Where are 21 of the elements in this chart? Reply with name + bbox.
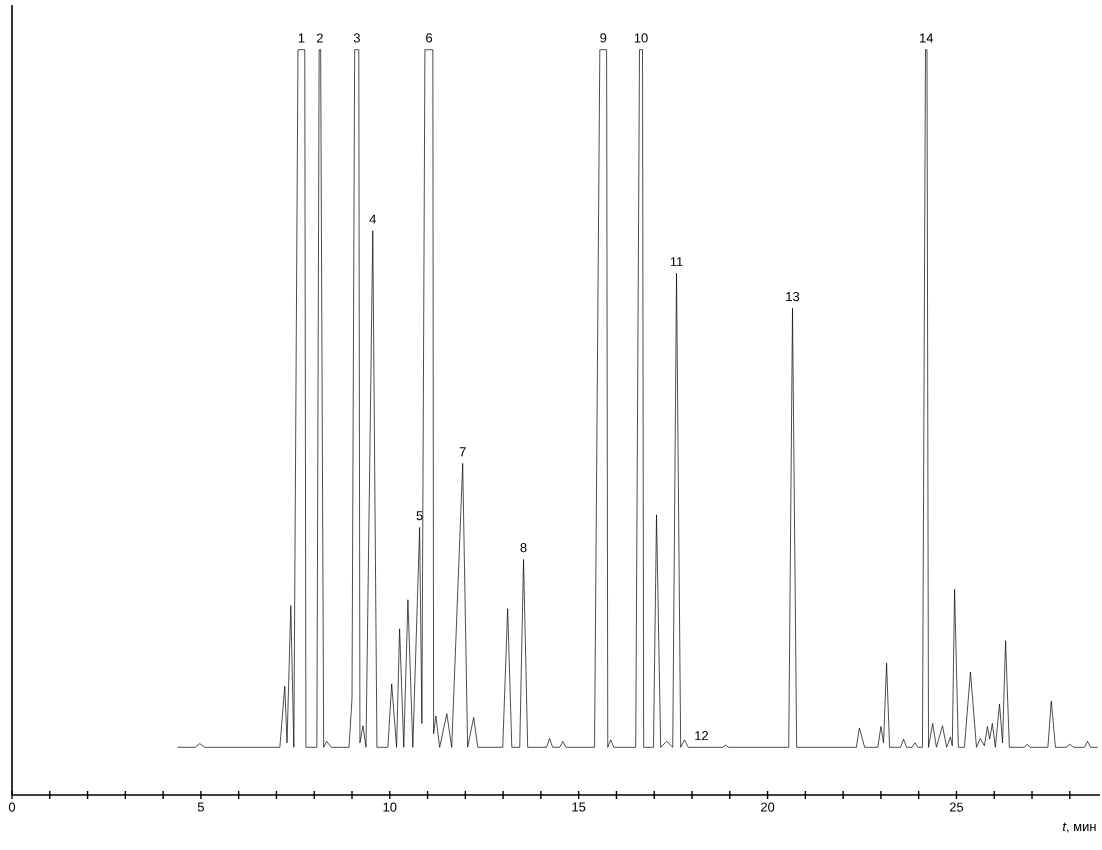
x-tick-label: 15 [572, 802, 586, 812]
annotation: 11 [670, 257, 683, 267]
annotation: 3 [353, 33, 360, 43]
x-tick-label: 20 [761, 802, 775, 812]
x-tick-label: 10 [383, 802, 397, 812]
x-tick-label: 5 [197, 802, 204, 812]
x-axis-title: t, мин [1063, 822, 1096, 833]
annotation: 14 [920, 33, 934, 43]
annotation: 7 [459, 447, 466, 457]
annotation: 2 [316, 33, 323, 43]
x-tick-label: 0 [8, 802, 16, 812]
annotation: 9 [600, 33, 607, 43]
x-tick-label: 25 [949, 802, 964, 812]
annotation: 5 [416, 511, 423, 521]
annotation: 4 [369, 214, 377, 224]
annotation: 10 [634, 33, 648, 43]
annotation: 12 [695, 731, 708, 741]
annotation: 6 [426, 33, 433, 43]
annotation: 1 [298, 33, 305, 43]
annotation: 13 [786, 291, 800, 302]
annotation: 8 [520, 543, 527, 553]
